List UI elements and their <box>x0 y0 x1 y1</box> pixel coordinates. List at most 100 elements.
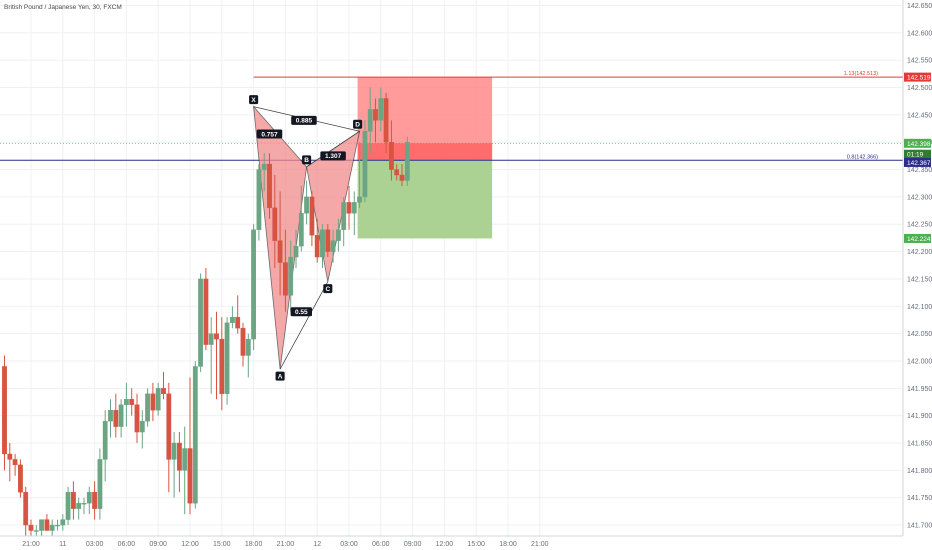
candle-body <box>145 393 150 422</box>
candle-body <box>118 404 124 427</box>
candle-body <box>229 317 235 323</box>
candle-body <box>261 163 267 170</box>
price-tick-label: 142.050 <box>907 331 932 338</box>
candle-body <box>129 399 135 405</box>
price-tick-label: 142.250 <box>907 222 932 229</box>
time-tick-label: 03:00 <box>340 541 358 548</box>
candle-body <box>155 388 161 411</box>
candle-body <box>70 492 76 509</box>
time-tick-label: 03:00 <box>86 541 104 548</box>
price-tick-label: 142.500 <box>907 85 932 92</box>
price-axis[interactable]: 142.650142.600142.550142.500142.450142.4… <box>902 0 932 550</box>
time-tick-label: 09:00 <box>149 541 167 548</box>
candle-body <box>346 202 352 214</box>
candle-body <box>18 464 23 493</box>
candle-body <box>245 338 251 356</box>
price-tick-label: 142.200 <box>907 249 932 256</box>
time-tick-label: 15:00 <box>213 541 231 548</box>
candle-body <box>208 333 214 345</box>
candle-body <box>288 256 294 296</box>
candle-body <box>182 448 188 471</box>
candles <box>2 87 410 536</box>
candle-body <box>214 333 219 340</box>
price-axis-bg <box>903 0 932 550</box>
stop-loss-zone-active <box>357 143 493 161</box>
price-tick-label: 141.850 <box>907 441 932 448</box>
time-axis-bg <box>0 536 932 550</box>
candle-body <box>389 142 394 170</box>
time-tick-label: 09:00 <box>404 541 422 548</box>
candle-body <box>76 502 82 509</box>
point-label-c: C <box>325 286 330 293</box>
candle-body <box>166 393 172 460</box>
candle-body <box>161 388 166 394</box>
point-label-a: A <box>278 373 283 380</box>
price-tick-label: 141.800 <box>907 468 932 475</box>
candle-body <box>304 196 309 214</box>
candle-body <box>65 492 71 520</box>
candle-body <box>240 327 246 356</box>
stop-price-badge: 142.519 <box>907 75 931 82</box>
ratio-label: 0.55 <box>295 309 308 316</box>
candle-body <box>198 278 203 367</box>
stop-price-badge-bg <box>904 72 931 82</box>
candle-body <box>108 410 113 422</box>
fib-levels: 1.13(142.513) 0.8(142.366) <box>0 71 903 161</box>
point-label-x: X <box>251 97 256 104</box>
grid <box>0 0 903 536</box>
candle-body <box>224 322 230 394</box>
price-tick-label: 142.450 <box>907 112 932 119</box>
price-tick-label: 142.600 <box>907 30 932 37</box>
candle-body <box>171 442 177 460</box>
candle-body <box>28 524 34 531</box>
ratio-label: 0.757 <box>261 131 278 138</box>
candle-body <box>219 338 225 394</box>
candle-body <box>150 393 156 411</box>
ratio-label: 1.307 <box>325 153 342 160</box>
candle-body <box>92 492 98 509</box>
candle-body <box>139 420 145 433</box>
candle-body <box>330 240 336 252</box>
candle-body <box>325 229 331 252</box>
ratio-label: 0.885 <box>296 118 313 125</box>
time-tick-label: 12:00 <box>181 541 199 548</box>
candle-body <box>203 278 209 345</box>
level-label: 0.8(142.366) <box>847 154 878 160</box>
target-price-badge: 142.224 <box>907 236 931 243</box>
time-tick-label: 21:00 <box>277 541 295 548</box>
time-tick-label: 12 <box>313 541 321 548</box>
candle-body <box>33 530 39 532</box>
candle-body <box>314 234 320 258</box>
candle-body <box>351 202 357 214</box>
pattern-line-ac <box>279 281 329 370</box>
time-axis[interactable]: 21:00 11 03:00 06:00 09:00 12:00 15:00 18:00 21:… <box>0 535 932 550</box>
candle-body <box>357 196 362 203</box>
time-tick-label: 21:00 <box>531 541 549 548</box>
time-tick-label: 18:00 <box>245 541 263 548</box>
candle-body <box>44 519 50 531</box>
candle-body <box>378 98 384 121</box>
candle-body <box>394 169 400 176</box>
price-tick-label: 141.700 <box>907 523 932 530</box>
candle-body <box>97 459 103 509</box>
candle-body <box>176 442 182 471</box>
candle-body <box>256 169 262 230</box>
candle-body <box>12 459 18 466</box>
candle-body <box>60 519 66 526</box>
point-label-d-bg <box>353 119 363 129</box>
candle-body <box>293 245 299 258</box>
time-tick-label: 06:00 <box>118 541 136 548</box>
time-tick-label: 18:00 <box>499 541 517 548</box>
current-price-badge: 142.398 <box>907 141 931 148</box>
candle-body <box>187 448 193 504</box>
candle-body <box>383 98 389 143</box>
countdown-badge: 01:19 <box>907 152 924 159</box>
candle-body <box>2 366 7 455</box>
candle-body <box>336 229 341 241</box>
current-price-badge-bg <box>904 138 931 148</box>
candle-body <box>7 453 13 460</box>
point-label-b-bg <box>302 155 312 165</box>
position-zones <box>357 77 493 239</box>
candle-body <box>134 404 140 433</box>
